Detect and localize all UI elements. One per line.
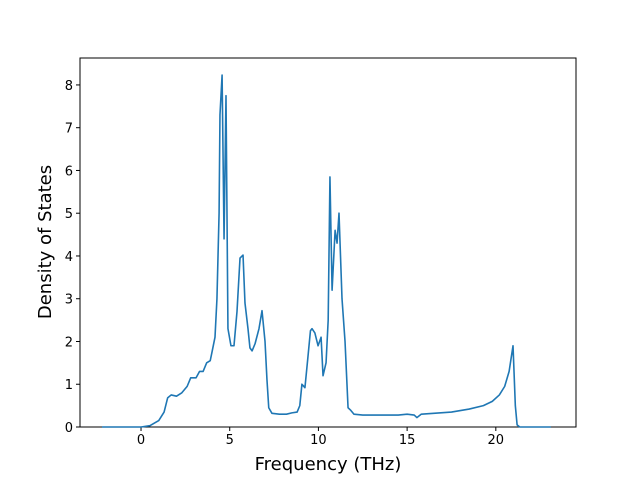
x-tick-label: 5 (226, 433, 234, 448)
dos-line (102, 74, 551, 428)
y-tick-label: 5 (65, 207, 73, 222)
y-tick-label: 1 (65, 378, 73, 393)
x-axis-label: Frequency (THz) (255, 454, 402, 475)
x-tick-label: 20 (488, 433, 505, 448)
y-tick-label: 2 (65, 335, 73, 350)
y-tick-label: 4 (65, 250, 73, 265)
y-tick-label: 8 (65, 79, 73, 94)
y-tick-label: 3 (65, 293, 73, 308)
x-tick-label: 15 (399, 433, 416, 448)
y-tick-label: 7 (65, 122, 73, 137)
y-tick-label: 0 (65, 421, 73, 436)
y-axis-label: Density of States (35, 165, 56, 319)
x-tick-label: 10 (310, 433, 327, 448)
y-tick-label: 6 (65, 164, 73, 179)
plot-frame (79, 57, 577, 428)
x-tick-label: 0 (137, 433, 145, 448)
